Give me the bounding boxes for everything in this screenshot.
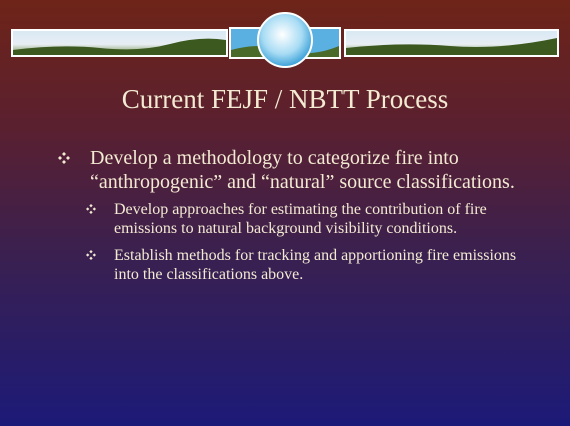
bullet-icon: [86, 204, 96, 214]
bullet-icon: [58, 152, 70, 164]
bullet-text: Develop a methodology to categorize fire…: [90, 147, 515, 193]
bullet-icon: [86, 250, 96, 260]
bullet-list: Develop a methodology to categorize fire…: [58, 146, 518, 292]
bullet-text: Establish methods for tracking and appor…: [114, 247, 516, 283]
banner: [0, 0, 570, 75]
slide: Current FEJF / NBTT Process Develop a me…: [0, 0, 570, 426]
slide-title: Current FEJF / NBTT Process: [0, 84, 570, 115]
bullet-text: Develop approaches for estimating the co…: [114, 201, 487, 237]
bullet-item: Develop approaches for estimating the co…: [58, 200, 518, 238]
bullet-item: Develop a methodology to categorize fire…: [58, 146, 518, 194]
bullet-item: Establish methods for tracking and appor…: [58, 246, 518, 284]
